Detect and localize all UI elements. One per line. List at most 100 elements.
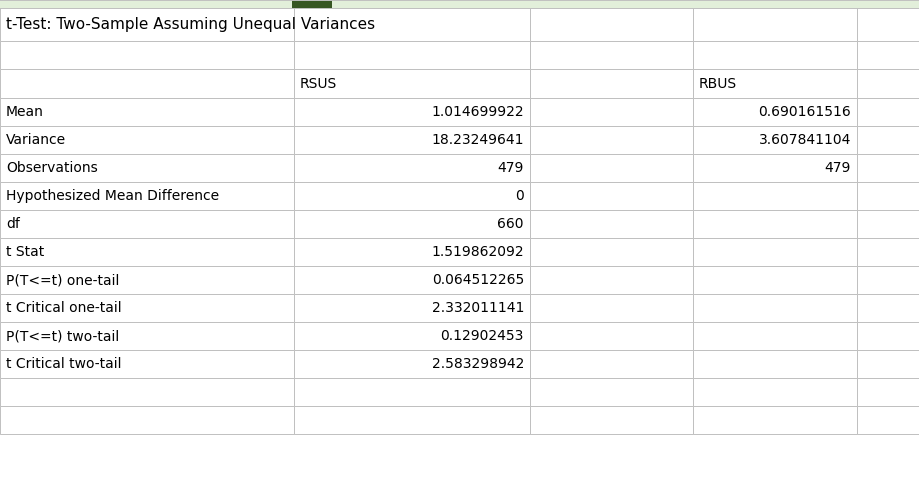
Text: t Critical two-tail: t Critical two-tail <box>6 357 121 371</box>
Bar <box>0 238 294 266</box>
Bar <box>692 238 857 266</box>
Text: 3.607841104: 3.607841104 <box>758 133 850 147</box>
Bar <box>692 350 857 378</box>
Text: t-Test: Two-Sample Assuming Unequal Variances: t-Test: Two-Sample Assuming Unequal Vari… <box>6 17 375 32</box>
Bar <box>692 41 857 69</box>
Bar <box>0 126 294 154</box>
Bar <box>294 41 529 69</box>
Text: 2.583298942: 2.583298942 <box>431 357 524 371</box>
Bar <box>692 406 857 434</box>
Text: 660: 660 <box>497 217 524 231</box>
Bar <box>294 8 529 41</box>
Bar <box>529 378 692 406</box>
Bar <box>294 238 529 266</box>
Bar <box>529 294 692 322</box>
Bar <box>0 0 919 8</box>
Bar <box>857 8 919 41</box>
Bar <box>529 406 692 434</box>
Bar <box>857 126 919 154</box>
Bar <box>692 378 857 406</box>
Text: Hypothesized Mean Difference: Hypothesized Mean Difference <box>6 189 219 203</box>
Bar <box>692 126 857 154</box>
Bar <box>0 378 294 406</box>
Bar <box>529 182 692 210</box>
Bar <box>857 266 919 294</box>
Bar <box>692 322 857 350</box>
Bar <box>294 126 529 154</box>
Bar <box>857 41 919 69</box>
Text: Variance: Variance <box>6 133 66 147</box>
Bar <box>857 69 919 98</box>
Bar <box>857 182 919 210</box>
Bar <box>0 266 294 294</box>
Text: RSUS: RSUS <box>300 77 337 91</box>
Bar <box>294 154 529 182</box>
Bar <box>692 210 857 238</box>
Bar <box>294 266 529 294</box>
Bar <box>857 238 919 266</box>
Bar <box>529 98 692 126</box>
Bar <box>857 294 919 322</box>
Bar <box>857 406 919 434</box>
Text: P(T<=t) one-tail: P(T<=t) one-tail <box>6 273 119 287</box>
Bar <box>857 322 919 350</box>
Bar <box>692 98 857 126</box>
Bar <box>0 41 294 69</box>
Bar <box>692 294 857 322</box>
Bar <box>529 210 692 238</box>
Bar <box>857 98 919 126</box>
Bar <box>857 154 919 182</box>
Bar <box>294 210 529 238</box>
Text: 479: 479 <box>823 161 850 175</box>
Bar <box>529 69 692 98</box>
Text: df: df <box>6 217 20 231</box>
Bar <box>291 0 332 8</box>
Text: RBUS: RBUS <box>698 77 736 91</box>
Bar <box>857 210 919 238</box>
Bar <box>692 8 857 41</box>
Bar <box>0 98 294 126</box>
Bar <box>0 69 294 98</box>
Bar <box>294 98 529 126</box>
Bar <box>0 210 294 238</box>
Text: 18.23249641: 18.23249641 <box>431 133 524 147</box>
Bar <box>692 154 857 182</box>
Bar <box>529 238 692 266</box>
Text: 2.332011141: 2.332011141 <box>431 301 524 315</box>
Bar <box>294 69 529 98</box>
Text: 0: 0 <box>515 189 524 203</box>
Text: t Stat: t Stat <box>6 245 44 259</box>
Bar <box>291 0 332 8</box>
Bar <box>529 322 692 350</box>
Text: Mean: Mean <box>6 105 44 119</box>
Bar <box>529 41 692 69</box>
Bar <box>0 8 294 41</box>
Bar <box>529 8 692 41</box>
Text: 0.064512265: 0.064512265 <box>431 273 524 287</box>
Text: 0.690161516: 0.690161516 <box>757 105 850 119</box>
Text: 479: 479 <box>497 161 524 175</box>
Text: t Critical one-tail: t Critical one-tail <box>6 301 121 315</box>
Bar <box>0 322 294 350</box>
Text: P(T<=t) two-tail: P(T<=t) two-tail <box>6 329 119 343</box>
Bar <box>294 378 529 406</box>
Bar <box>0 294 294 322</box>
Bar <box>857 350 919 378</box>
Bar <box>294 322 529 350</box>
Bar <box>0 154 294 182</box>
Bar <box>529 350 692 378</box>
Text: 0.12902453: 0.12902453 <box>440 329 524 343</box>
Bar <box>529 154 692 182</box>
Bar <box>857 378 919 406</box>
Bar <box>692 69 857 98</box>
Bar <box>294 182 529 210</box>
Bar <box>692 182 857 210</box>
Bar <box>294 294 529 322</box>
Text: 1.014699922: 1.014699922 <box>431 105 524 119</box>
Bar <box>0 350 294 378</box>
Bar <box>529 126 692 154</box>
Text: 1.519862092: 1.519862092 <box>431 245 524 259</box>
Text: Observations: Observations <box>6 161 97 175</box>
Bar <box>294 406 529 434</box>
Bar <box>0 406 294 434</box>
